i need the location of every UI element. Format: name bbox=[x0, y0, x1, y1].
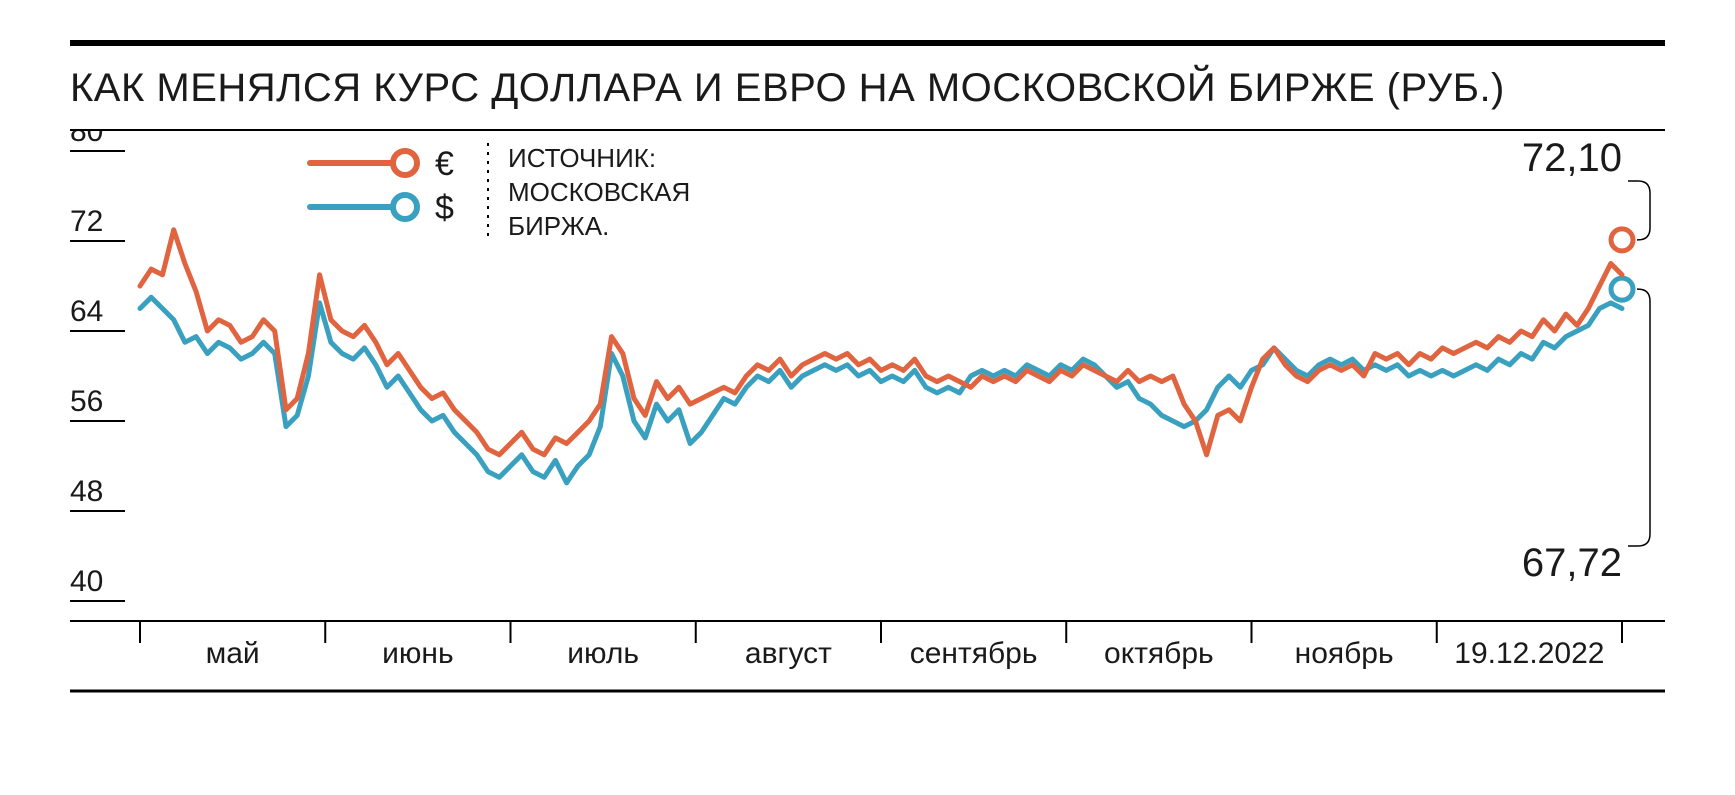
source-label: ИСТОЧНИК: bbox=[508, 143, 656, 173]
callout-bracket-bottom bbox=[1628, 289, 1650, 546]
x-tick-label: июнь bbox=[382, 637, 453, 670]
callout-bottom-value: 67,72 bbox=[1522, 541, 1622, 585]
y-tick-label: 72 bbox=[70, 205, 103, 238]
legend-marker-eur bbox=[393, 151, 417, 175]
chart-plot-area: 40 48 56 64 72 80 май июнь июль август сентябрь окт… bbox=[70, 131, 1665, 721]
callout-top-value: 72,10 bbox=[1522, 136, 1622, 180]
y-tick-label: 56 bbox=[70, 385, 103, 418]
legend-symbol-usd: $ bbox=[435, 189, 454, 227]
x-tick-label: май bbox=[206, 637, 260, 670]
chart-svg: 40 48 56 64 72 80 май июнь июль август сентябрь окт… bbox=[70, 131, 1665, 721]
x-tick-label: сентябрь bbox=[910, 637, 1038, 670]
series-end-marker-eur bbox=[1611, 229, 1633, 251]
source-value-1: МОСКОВСКАЯ bbox=[508, 177, 690, 207]
y-tick-label: 48 bbox=[70, 475, 103, 508]
series-end-marker-usd bbox=[1611, 278, 1633, 300]
series-line-eur bbox=[140, 230, 1622, 455]
source-value-2: БИРЖА. bbox=[508, 211, 609, 241]
legend-marker-usd bbox=[393, 195, 417, 219]
x-tick-label: август bbox=[745, 637, 832, 670]
x-tick-label: 19.12.2022 bbox=[1454, 637, 1604, 670]
x-tick-label: октябрь bbox=[1104, 637, 1214, 670]
legend-symbol-eur: € bbox=[435, 145, 454, 183]
y-tick-label: 80 bbox=[70, 131, 103, 148]
x-tick-label: июль bbox=[567, 637, 639, 670]
x-tick-label: ноябрь bbox=[1295, 637, 1394, 670]
y-tick-label: 64 bbox=[70, 295, 103, 328]
chart-title: КАК МЕНЯЛСЯ КУРС ДОЛЛАРА И ЕВРО НА МОСКО… bbox=[70, 46, 1665, 129]
y-tick-label: 40 bbox=[70, 565, 103, 598]
chart-container: КАК МЕНЯЛСЯ КУРС ДОЛЛАРА И ЕВРО НА МОСКО… bbox=[0, 0, 1735, 795]
